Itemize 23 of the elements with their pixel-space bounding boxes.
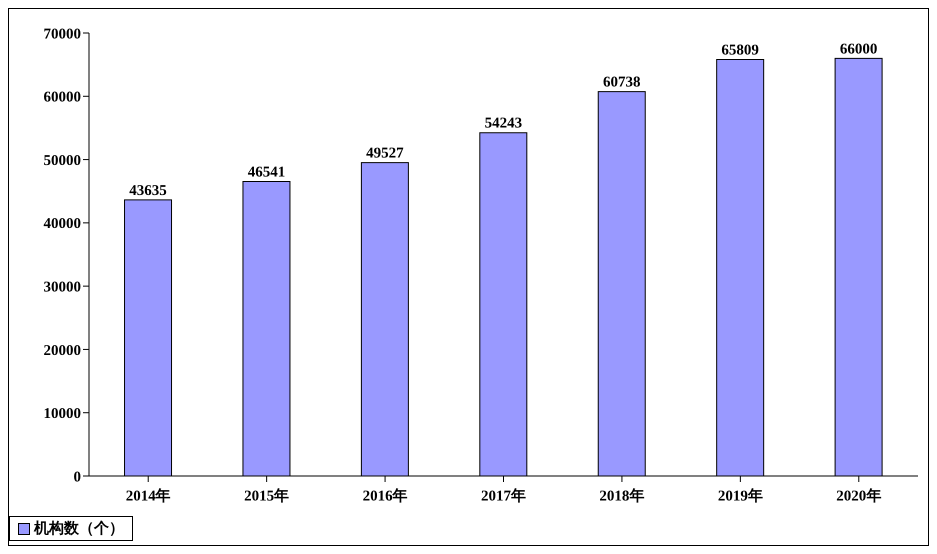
data-label: 43635	[129, 182, 167, 199]
data-label: 46541	[248, 164, 286, 180]
x-tick-label: 2016年	[362, 488, 408, 505]
x-tick-label: 2017年	[481, 488, 526, 505]
x-tick-label: 2018年	[599, 488, 644, 505]
data-label: 65809	[721, 42, 759, 59]
y-tick-label: 20000	[44, 342, 81, 359]
y-tick-label: 30000	[44, 279, 81, 296]
x-tick-label: 2014年	[126, 488, 171, 505]
y-tick-label: 0	[74, 469, 81, 486]
x-tick-label: 2015年	[244, 488, 290, 505]
legend-label: 机构数（个）	[32, 519, 124, 538]
y-tick-label: 40000	[44, 216, 81, 232]
y-tick-label: 50000	[44, 152, 81, 169]
y-tick-label: 60000	[44, 90, 81, 106]
y-tick-label: 70000	[44, 26, 81, 42]
x-tick-label: 2019年	[718, 488, 763, 505]
data-label: 66000	[840, 41, 878, 58]
data-label: 49527	[366, 146, 404, 162]
data-label: 60738	[602, 74, 640, 91]
data-label: 54243	[484, 116, 522, 132]
y-tick-label: 10000	[44, 406, 81, 422]
x-tick-label: 2020年	[836, 488, 882, 505]
